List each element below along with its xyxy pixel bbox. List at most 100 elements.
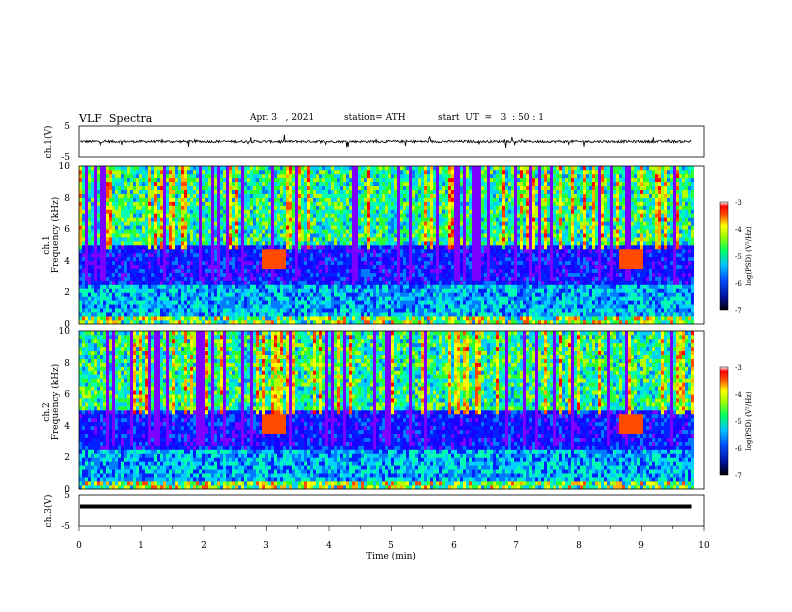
spectrogram-cell (301, 221, 304, 226)
spectrogram-cell (337, 252, 340, 258)
spectrogram-cell (358, 241, 361, 246)
spectrogram-cell (292, 201, 295, 206)
spectrogram-cell (211, 233, 214, 238)
spectrogram-cell (271, 276, 274, 281)
spectrogram-cell (133, 197, 136, 202)
spectrogram-cell (238, 292, 241, 297)
spectrogram-cell (157, 248, 160, 254)
spectrogram-cell (319, 189, 322, 194)
spectrogram-cell (142, 296, 145, 301)
spectrogram-cell (415, 217, 418, 222)
spectrogram-cell (352, 189, 355, 194)
spectrogram-cell (379, 312, 382, 317)
spectrogram-cell (325, 193, 328, 198)
spectrogram-cell (304, 229, 307, 234)
spectrogram-cell (220, 320, 223, 325)
spectrogram-cell (205, 256, 208, 262)
spectrogram-cell (442, 248, 445, 254)
spectrogram-cell (412, 245, 415, 250)
spectrogram-cell (313, 280, 316, 285)
spectrogram-cell (241, 296, 244, 301)
spectrogram-cell (382, 197, 385, 202)
spectrogram-cell (442, 292, 445, 297)
spectrogram-cell (157, 252, 160, 258)
spectrogram-cell (436, 205, 439, 210)
spectrogram-cell (253, 166, 256, 171)
spectrogram-cell (277, 316, 280, 321)
spectrogram-cell (439, 201, 442, 206)
spectrogram-cell (160, 312, 163, 317)
spectrogram-cell (244, 241, 247, 246)
spectrogram-cell (208, 225, 211, 230)
spectrogram-cell (193, 193, 196, 198)
spectrogram-cell (115, 280, 118, 285)
spectrogram-cell (214, 308, 217, 313)
spectrogram-cell (424, 316, 427, 321)
spectrogram-cell (328, 241, 331, 246)
spectrogram-cell (349, 272, 352, 277)
spectrogram-cell (100, 260, 103, 266)
spectrogram-cell (400, 185, 403, 190)
spectrogram-cell (226, 256, 229, 262)
spectrogram-cell (319, 248, 322, 254)
spectrogram-cell (211, 312, 214, 317)
spectrogram-cell (388, 280, 391, 285)
spectrogram-cell (313, 197, 316, 202)
spectrogram-cell (187, 300, 190, 305)
spectrogram-cell (382, 173, 385, 179)
spectrogram-cell (268, 166, 271, 171)
spectrogram-cell (340, 272, 343, 277)
spectrogram-cell (202, 276, 205, 281)
spectrogram-cell (241, 205, 244, 210)
spectrogram-cell (115, 217, 118, 222)
spectrogram-cell (340, 312, 343, 317)
spectrogram-cell (283, 233, 286, 238)
spectrogram-cell (208, 316, 211, 321)
spectrogram-cell (109, 229, 112, 234)
spectrogram-cell (211, 166, 214, 171)
spectrogram-cell (268, 237, 271, 242)
spectrogram-cell (376, 217, 379, 222)
spectrogram-cell (262, 264, 265, 269)
spectrogram-cell (100, 264, 103, 269)
spectrogram-cell (376, 233, 379, 238)
spectrogram-cell (400, 189, 403, 194)
spectrogram-cell (295, 241, 298, 246)
spectrogram-cell (424, 225, 427, 230)
spectrogram-cell (112, 237, 115, 242)
spectrogram-cell (391, 173, 394, 179)
spectrogram-cell (403, 169, 406, 175)
spectrogram-cell (295, 181, 298, 187)
spectrogram-cell (355, 292, 358, 297)
spectrogram-cell (280, 280, 283, 285)
spectrogram-cell (400, 201, 403, 206)
spectrogram-cell (322, 221, 325, 226)
spectrogram-cell (151, 280, 154, 285)
spectrogram-cell (361, 296, 364, 301)
spectrogram-cell (259, 288, 262, 293)
spectrogram-cell (436, 209, 439, 214)
spectrogram-cell (250, 205, 253, 210)
spectrogram-cell (331, 308, 334, 313)
spectrogram-cell (94, 166, 97, 171)
spectrogram-cell (244, 316, 247, 321)
spectrogram-cell (226, 264, 229, 269)
spectrogram-cell (370, 308, 373, 313)
spectrogram-cell (157, 284, 160, 289)
spectrogram-cell (283, 221, 286, 226)
spectrogram-cell (265, 241, 268, 246)
spectrogram-cell (391, 185, 394, 190)
spectrogram-cell (370, 256, 373, 262)
spectrogram-cell (286, 292, 289, 297)
spectrogram-cell (421, 185, 424, 190)
spectrogram-cell (88, 185, 91, 190)
spectrogram-cell (352, 229, 355, 234)
spectrogram-cell (169, 241, 172, 246)
spectrogram-cell (205, 248, 208, 254)
spectrogram-cell (235, 241, 238, 246)
spectrogram-cell (124, 169, 127, 175)
spectrogram-cell (370, 189, 373, 194)
spectrogram-cell (166, 308, 169, 313)
spectrogram-cell (223, 229, 226, 234)
spectrogram-cell (154, 248, 157, 254)
